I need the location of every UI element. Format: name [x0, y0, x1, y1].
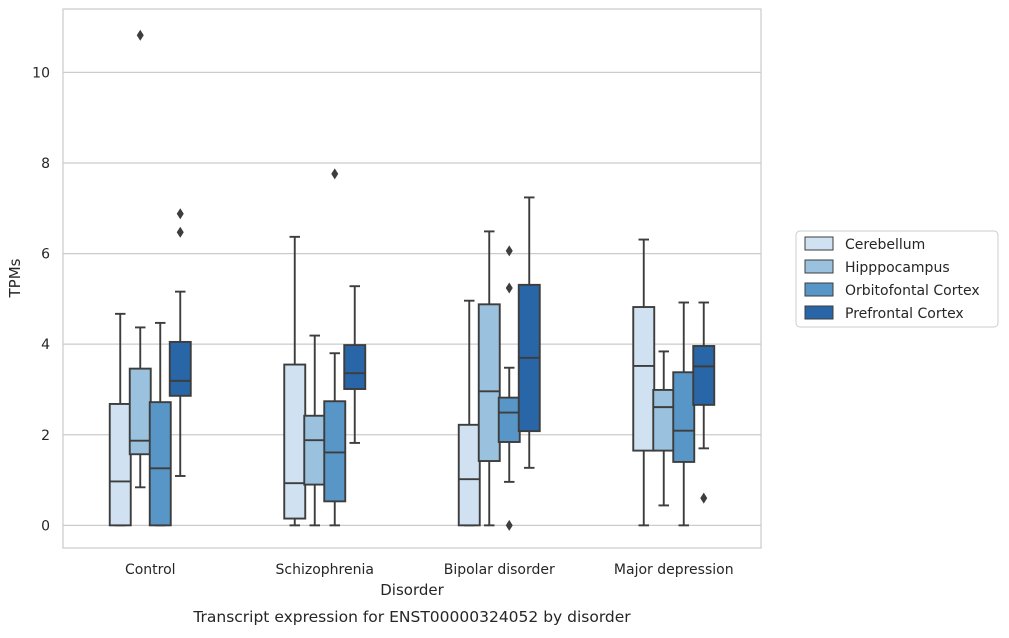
legend-label: Hipppocampus [845, 260, 950, 276]
outlier-point [176, 208, 184, 220]
y-axis-label: TPMs [6, 258, 24, 298]
legend-label: Orbitofontal Cortex [845, 283, 980, 299]
outlier-point [505, 282, 513, 294]
box-1-2 [477, 230, 501, 527]
plot-frame [62, 8, 762, 549]
box-0-2 [457, 299, 481, 527]
legend-swatch [804, 236, 834, 251]
chart-caption: Transcript expression for ENST0000032405… [192, 608, 631, 626]
legend-swatch [804, 305, 834, 320]
y-tick-label: 8 [41, 156, 50, 172]
box-iqr [652, 388, 676, 452]
x-tick-label: Schizophrenia [276, 562, 374, 578]
box-iqr [323, 400, 347, 503]
box-iqr [168, 340, 192, 397]
y-tick-label: 2 [41, 428, 50, 444]
box-iqr [283, 363, 307, 520]
box-0-0 [108, 312, 132, 527]
box-3-1 [343, 285, 367, 444]
box-0-1 [283, 235, 307, 527]
x-tick-label: Control [125, 562, 176, 578]
box-iqr [343, 344, 367, 390]
legend-label: Prefrontal Cortex [845, 306, 964, 322]
tick-labels: 0 2 4 6 8 10 Control Schizophrenia Bipolar disor… [32, 65, 733, 578]
box-3-0 [168, 208, 192, 477]
outlier-point [176, 226, 184, 238]
box-iqr [672, 371, 696, 463]
box-0-3 [632, 238, 656, 527]
y-tick-label: 6 [41, 247, 50, 263]
outlier-point [505, 245, 513, 257]
outlier-point [136, 29, 144, 41]
legend-label: Cerebellum [845, 237, 925, 253]
box-1-1 [303, 334, 327, 527]
box-3-2 [517, 196, 541, 469]
box-iqr [303, 414, 327, 486]
box-1-3 [652, 350, 676, 507]
x-axis-label: Disorder [380, 581, 444, 599]
box-iqr [108, 403, 132, 527]
outlier-point [505, 519, 513, 531]
legend-swatch [804, 282, 834, 297]
y-tick-label: 0 [41, 518, 50, 534]
box-iqr [477, 303, 501, 462]
box-iqr [148, 401, 172, 527]
box-2-1 [323, 168, 347, 527]
y-tick-label: 10 [32, 65, 50, 81]
box-iqr [497, 396, 521, 443]
legend: Cerebellum Hipppocampus Orbitofontal Corte… [795, 230, 999, 328]
x-tick-label: Bipolar disorder [444, 562, 555, 578]
box-2-0 [148, 321, 172, 527]
legend-swatch [804, 259, 834, 274]
box-2-3 [672, 301, 696, 527]
x-tick-label: Major depression [614, 562, 734, 578]
boxes [108, 29, 716, 531]
box-3-3 [692, 301, 716, 504]
box-iqr [457, 423, 481, 527]
box-iqr [632, 306, 656, 452]
outlier-point [331, 168, 339, 180]
legend-frame [795, 230, 999, 328]
outlier-point [700, 492, 708, 504]
box-iqr [692, 345, 716, 406]
y-tick-label: 4 [41, 337, 50, 353]
